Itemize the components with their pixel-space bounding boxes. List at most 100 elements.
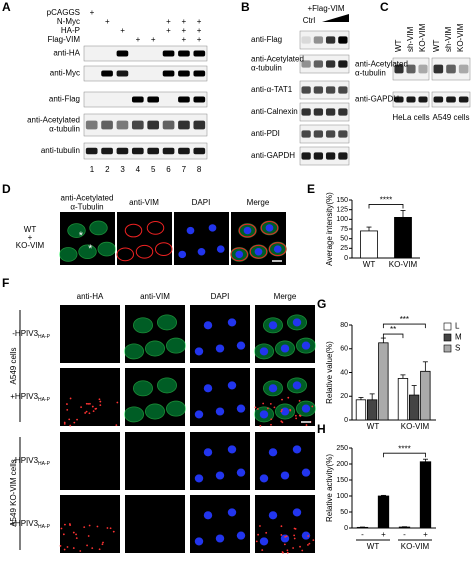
cell-vim	[78, 244, 97, 260]
virus-dot	[311, 405, 314, 408]
band	[301, 36, 311, 44]
label: WT	[367, 542, 380, 551]
cell-vim	[146, 221, 165, 235]
label: α-Tubulin	[70, 203, 103, 212]
band	[325, 86, 336, 94]
nucleus	[254, 248, 263, 256]
label: 5	[151, 165, 156, 174]
sig-bracket	[368, 204, 404, 209]
label: 0	[344, 255, 348, 262]
label: Merge	[247, 198, 270, 207]
nucleus	[203, 511, 213, 520]
nucleus	[227, 445, 237, 454]
label: Average intensity(%)	[325, 192, 334, 266]
virus-dot	[261, 549, 264, 551]
virus-dot	[68, 418, 71, 421]
band	[193, 70, 206, 77]
label: 40	[340, 369, 348, 376]
virus-dot	[101, 543, 104, 546]
gradient-triangle	[322, 14, 349, 22]
label: ****	[398, 444, 410, 453]
band	[116, 120, 129, 130]
nucleus	[236, 404, 246, 413]
legend-swatch	[443, 322, 452, 331]
cell-vim	[238, 223, 257, 238]
label: anti-HA	[53, 49, 80, 58]
label: +	[197, 35, 202, 44]
virus-dot	[83, 526, 86, 529]
band	[338, 86, 348, 94]
virus-dot	[85, 410, 88, 413]
virus-dot	[73, 421, 76, 424]
virus-dot	[262, 402, 265, 405]
bar	[366, 399, 378, 421]
band	[313, 152, 324, 160]
label: M	[455, 333, 462, 342]
band	[193, 147, 206, 155]
virus-dot	[68, 523, 71, 525]
virus-dot	[286, 549, 289, 552]
cell-vim	[144, 340, 165, 357]
virus-dot	[307, 544, 309, 546]
virus-dot	[289, 409, 292, 412]
label: 6	[166, 165, 171, 174]
blot	[299, 80, 350, 100]
nucleus	[301, 341, 311, 350]
label: +	[181, 26, 186, 35]
label: KO-VIM	[16, 241, 45, 250]
band	[433, 96, 444, 103]
label: anti-VIM	[140, 292, 170, 301]
band	[394, 64, 404, 74]
row-label: -HPIV3HA-P	[12, 329, 50, 340]
band	[162, 120, 175, 130]
nucleus	[280, 344, 290, 353]
virus-dot	[265, 531, 268, 534]
bar	[398, 526, 411, 529]
row-label-text: -HPIV3	[12, 329, 38, 338]
band	[458, 96, 469, 103]
cell-vim	[269, 242, 287, 256]
label: +	[166, 17, 171, 26]
label: 100	[336, 493, 348, 500]
label: DAPI	[211, 292, 230, 301]
label: +	[197, 26, 202, 35]
nucleus	[280, 534, 290, 543]
row-label-sub: HA-P	[38, 461, 51, 467]
label: *	[88, 243, 93, 255]
bar	[378, 342, 389, 421]
panel-letter: D	[2, 182, 11, 196]
label: L	[455, 322, 460, 331]
nucleus	[227, 508, 237, 517]
error-bar	[411, 385, 417, 396]
virus-dot	[286, 551, 289, 554]
band	[301, 152, 311, 160]
label: A549 KO-VIM cells	[9, 459, 18, 527]
band	[338, 108, 348, 116]
virus-dot	[86, 544, 88, 547]
nucleus	[227, 318, 237, 327]
band	[101, 147, 113, 155]
nucleus	[178, 250, 187, 259]
band	[162, 147, 175, 155]
label: +	[181, 35, 186, 44]
label: Flag-VIM	[48, 35, 81, 44]
label: 250	[336, 445, 348, 452]
virus-dot	[60, 527, 63, 530]
label: 80	[340, 322, 348, 329]
blot	[299, 54, 350, 74]
label: Relative value(%)	[325, 341, 334, 404]
label: 60	[340, 346, 348, 353]
row-label: +HPIV3HA-P	[10, 392, 50, 403]
nucleus	[292, 318, 302, 327]
band	[147, 120, 160, 130]
label: +Flag-VIM	[307, 4, 344, 13]
label: 50	[340, 236, 348, 243]
cell-vim	[260, 221, 279, 235]
band	[325, 130, 336, 138]
virus-dot	[91, 547, 94, 549]
label: 7	[182, 165, 187, 174]
band	[458, 64, 469, 74]
legend-swatch	[443, 333, 452, 342]
virus-dot	[79, 550, 82, 552]
